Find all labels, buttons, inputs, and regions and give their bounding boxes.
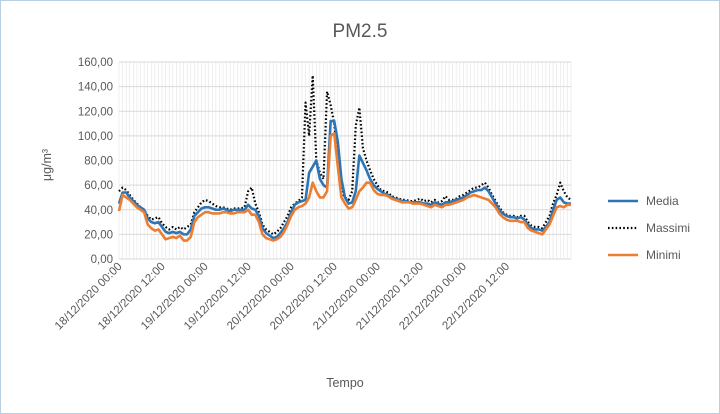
y-axis-title: μg/m³ bbox=[40, 149, 54, 181]
legend-label-media: Media bbox=[646, 194, 679, 208]
y-tick-label: 0,00 bbox=[91, 254, 113, 266]
series-line-massimi bbox=[118, 74, 572, 236]
y-tick-label: 20,00 bbox=[84, 229, 113, 241]
legend-label-minimi: Minimi bbox=[646, 248, 681, 262]
gridlines bbox=[118, 61, 572, 260]
y-tick-label: 40,00 bbox=[84, 205, 113, 217]
y-tick-label: 100,00 bbox=[78, 131, 113, 143]
x-axis-title: Tempo bbox=[326, 376, 364, 390]
series-line-media bbox=[117, 119, 571, 240]
legend-label-massimi: Massimi bbox=[646, 221, 690, 235]
series-group bbox=[117, 74, 572, 242]
series-line-minimi bbox=[117, 132, 571, 242]
y-tick-label: 60,00 bbox=[84, 180, 113, 192]
y-axis-ticks: 0,00 20,00 40,00 60,00 80,00 100,00 120,00 140,… bbox=[78, 57, 113, 266]
y-tick-label: 120,00 bbox=[78, 106, 113, 118]
y-tick-label: 140,00 bbox=[78, 82, 113, 94]
legend: Media Massimi Minimi bbox=[608, 194, 690, 262]
y-tick-label: 80,00 bbox=[84, 156, 113, 168]
chart-title: PM2.5 bbox=[333, 21, 388, 42]
y-tick-label: 160,00 bbox=[78, 57, 113, 69]
